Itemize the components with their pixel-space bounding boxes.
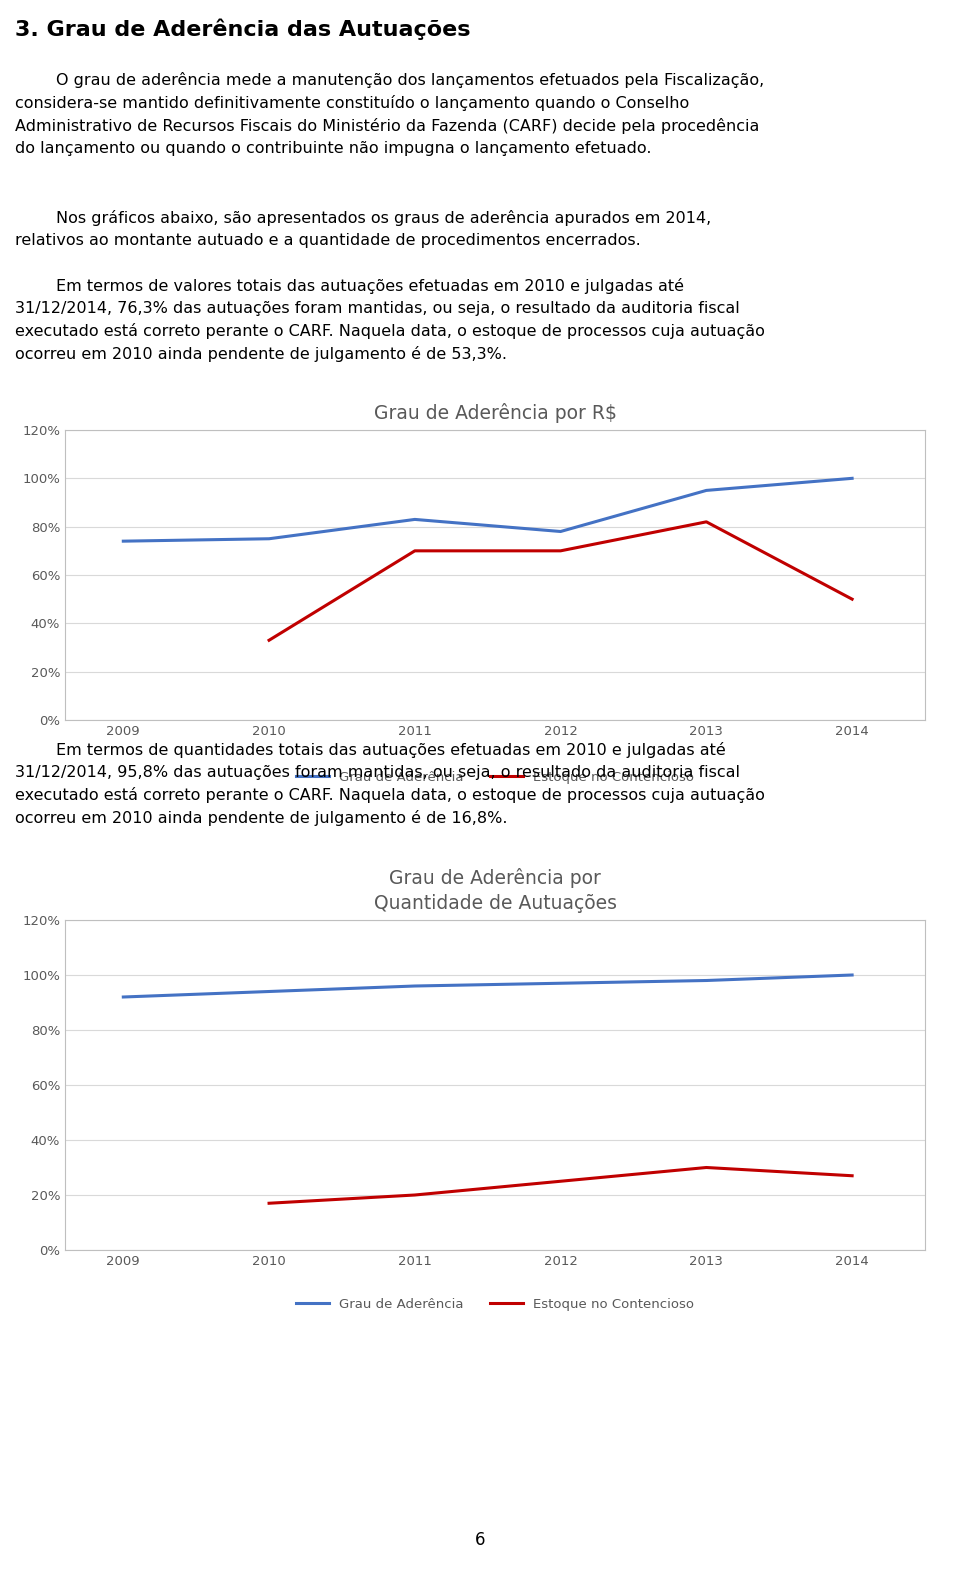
Legend: Grau de Aderência, Estoque no Contencioso: Grau de Aderência, Estoque no Contencios… [290, 765, 700, 789]
Text: Nos gráficos abaixo, são apresentados os graus de aderência apurados em 2014,
re: Nos gráficos abaixo, são apresentados os… [15, 210, 711, 248]
Text: Em termos de quantidades totais das autuações efetuadas em 2010 e julgadas até
3: Em termos de quantidades totais das autu… [15, 742, 765, 825]
Text: 3. Grau de Aderência das Autuações: 3. Grau de Aderência das Autuações [15, 17, 470, 39]
Text: Em termos de valores totais das autuações efetuadas em 2010 e julgadas até
31/12: Em termos de valores totais das autuaçõe… [15, 278, 765, 361]
Title: Grau de Aderência por
Quantidade de Autuações: Grau de Aderência por Quantidade de Autu… [373, 868, 616, 914]
Text: 6: 6 [475, 1531, 485, 1550]
Legend: Grau de Aderência, Estoque no Contencioso: Grau de Aderência, Estoque no Contencios… [290, 1292, 700, 1316]
Title: Grau de Aderência por R$: Grau de Aderência por R$ [373, 402, 616, 423]
Text: O grau de aderência mede a manutenção dos lançamentos efetuados pela Fiscalizaçã: O grau de aderência mede a manutenção do… [15, 73, 764, 156]
